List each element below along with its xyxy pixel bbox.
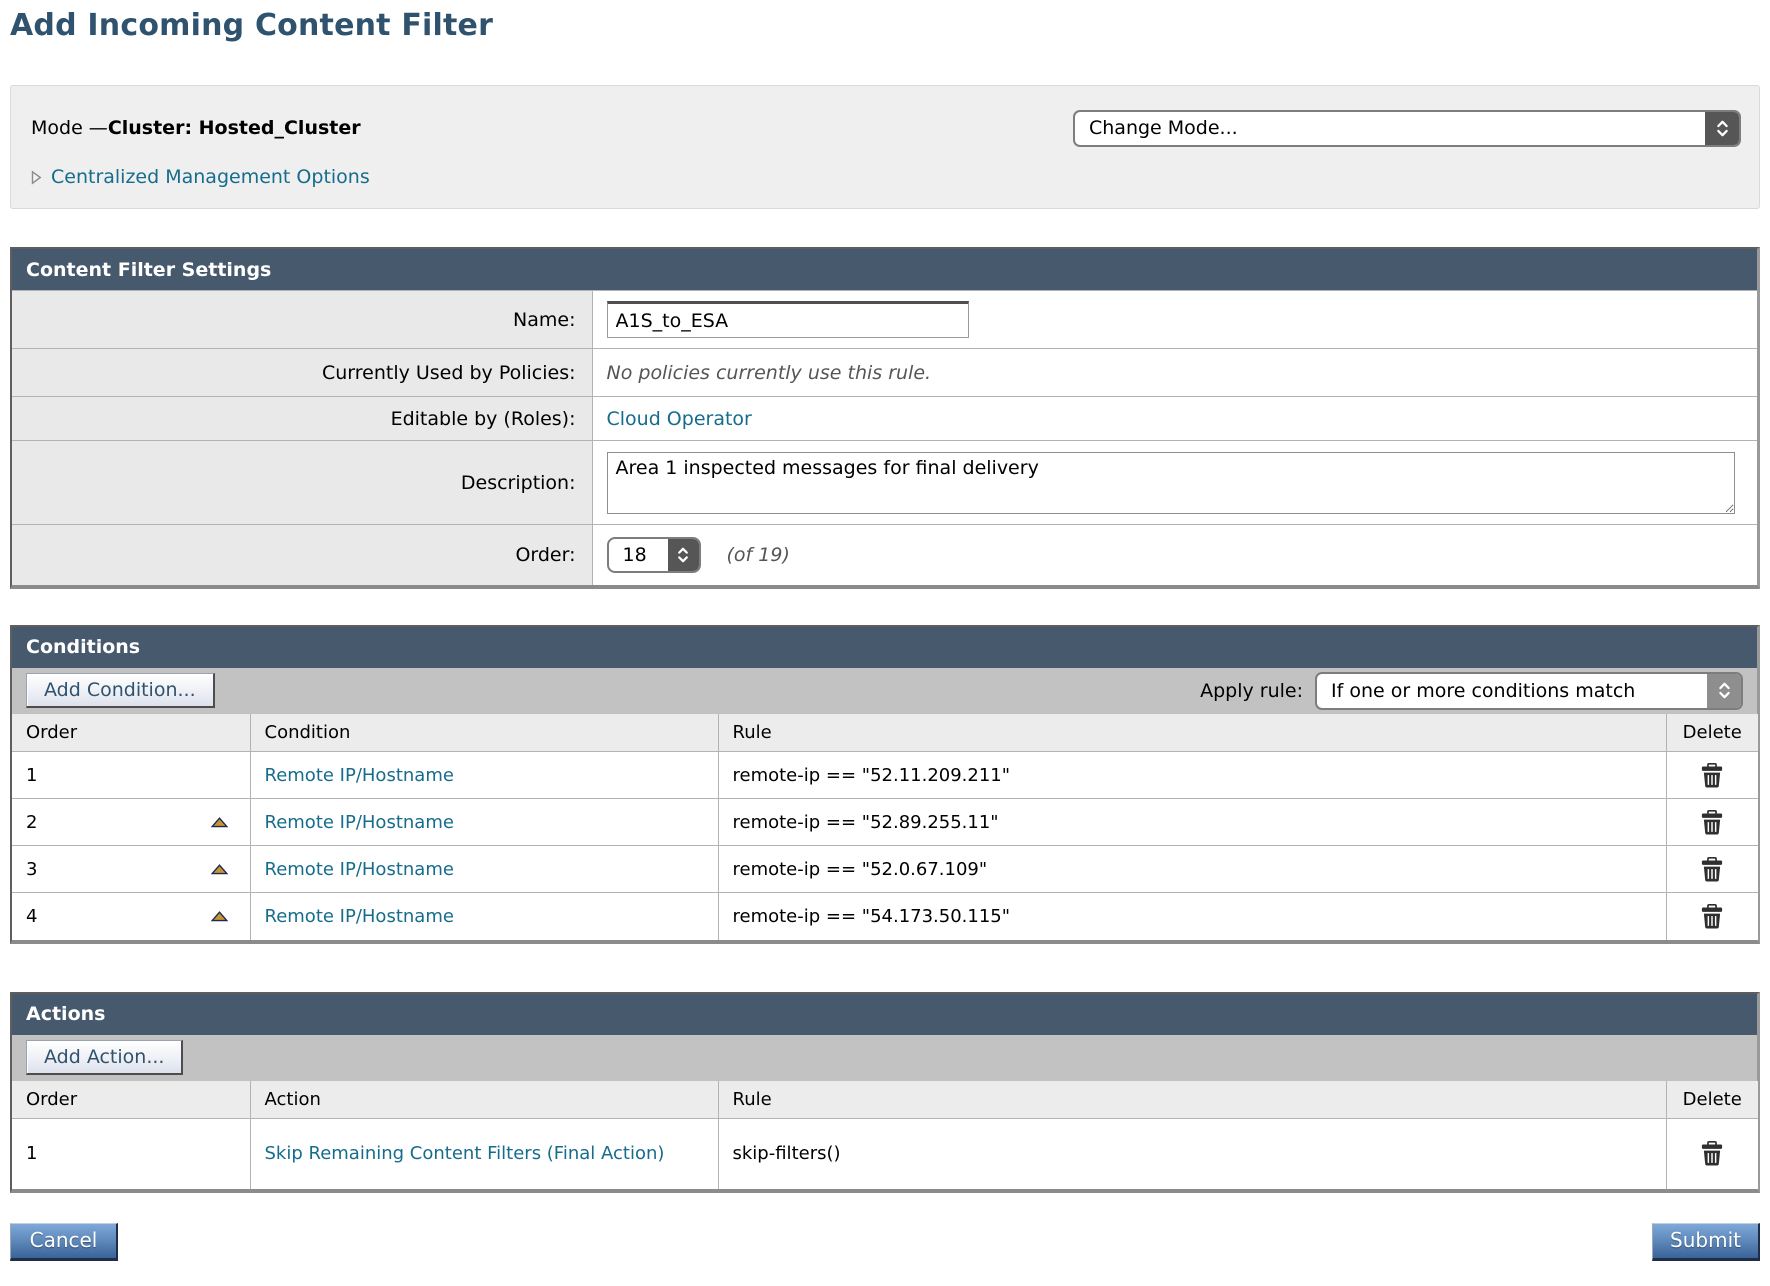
centralized-management-options-link[interactable]: Centralized Management Options: [51, 166, 370, 188]
actions-header: Actions: [12, 993, 1757, 1035]
disclosure-triangle-icon[interactable]: [31, 169, 42, 185]
settings-row-policies: Currently Used by Policies: No policies …: [12, 348, 1757, 397]
condition-order: 4: [26, 905, 38, 927]
page-title: Add Incoming Content Filter: [10, 8, 494, 43]
condition-rule: remote-ip == "52.11.209.211": [717, 751, 1667, 799]
action-row: 1 Skip Remaining Content Filters (Final …: [12, 1118, 1758, 1189]
conditions-header-row: Order Condition Rule Delete: [12, 713, 1758, 752]
delete-trash-icon[interactable]: [1701, 762, 1723, 788]
actions-panel: Actions Add Action... Order Action Rule …: [10, 991, 1760, 1193]
spacer: [10, 589, 1760, 625]
actions-table: Order Action Rule Delete 1 Skip Remainin…: [12, 1080, 1758, 1189]
actions-toolbar: Add Action...: [12, 1034, 1757, 1081]
chevron-updown-icon: [667, 538, 699, 571]
condition-order: 3: [26, 858, 38, 880]
change-mode-selected-value: Change Mode...: [1089, 117, 1238, 139]
policies-value: No policies currently use this rule.: [606, 361, 932, 384]
delete-trash-icon[interactable]: [1701, 809, 1723, 835]
settings-table: Name: Currently Used by Policies: No pol…: [12, 290, 1757, 585]
col-order: Order: [12, 713, 251, 752]
spacer: [10, 944, 1760, 992]
condition-rule: remote-ip == "54.173.50.115": [717, 892, 1667, 940]
add-condition-button[interactable]: Add Condition...: [26, 673, 215, 708]
condition-order: 2: [26, 811, 38, 833]
conditions-table: Order Condition Rule Delete 1 Remote IP/…: [12, 713, 1758, 940]
condition-link[interactable]: Remote IP/Hostname: [264, 858, 454, 880]
col-rule: Rule: [717, 713, 1667, 752]
action-rule: skip-filters(): [717, 1118, 1667, 1189]
content-filter-settings-panel: Content Filter Settings Name: Currently …: [10, 247, 1760, 589]
col-order: Order: [12, 1080, 251, 1119]
chevron-updown-icon: [1707, 673, 1741, 708]
content-filter-settings-header: Content Filter Settings: [12, 249, 1757, 290]
col-rule: Rule: [717, 1080, 1667, 1119]
move-up-icon[interactable]: [210, 863, 228, 875]
order-label: Order:: [12, 524, 593, 585]
condition-order: 1: [26, 764, 38, 786]
cloud-operator-link[interactable]: Cloud Operator: [606, 407, 752, 430]
mode-row: Mode —Cluster: Hosted_Cluster Change Mod…: [31, 108, 1741, 148]
spacer: [10, 209, 1760, 247]
centralized-management-row: Centralized Management Options: [31, 166, 1741, 188]
settings-row-editable: Editable by (Roles): Cloud Operator: [12, 396, 1757, 441]
editable-label: Editable by (Roles):: [12, 396, 593, 441]
settings-row-name: Name:: [12, 290, 1757, 349]
submit-button[interactable]: Submit: [1652, 1222, 1760, 1261]
condition-rule: remote-ip == "52.89.255.11": [717, 798, 1667, 846]
mode-label: Mode —: [31, 117, 108, 139]
settings-row-description: Description: Area 1 inspected messages f…: [12, 440, 1757, 525]
delete-trash-icon[interactable]: [1701, 1141, 1723, 1166]
name-label: Name:: [12, 290, 593, 349]
change-mode-select[interactable]: Change Mode...: [1073, 109, 1741, 147]
cancel-button[interactable]: Cancel: [10, 1222, 118, 1261]
policies-label: Currently Used by Policies:: [12, 348, 593, 397]
mode-text: Mode —Cluster: Hosted_Cluster: [31, 117, 361, 139]
actions-header-row: Order Action Rule Delete: [12, 1080, 1758, 1119]
conditions-panel: Conditions Add Condition... Apply rule: …: [10, 624, 1760, 944]
condition-row: 3 Remote IP/Hostname remote-ip == "52.0.…: [12, 845, 1758, 893]
order-select[interactable]: 18: [606, 536, 701, 573]
condition-link[interactable]: Remote IP/Hostname: [264, 811, 454, 833]
move-up-icon[interactable]: [210, 910, 228, 922]
condition-link[interactable]: Remote IP/Hostname: [264, 764, 454, 786]
chevron-updown-icon: [1705, 111, 1739, 145]
apply-rule-selected-value: If one or more conditions match: [1331, 679, 1636, 702]
condition-row: 2 Remote IP/Hostname remote-ip == "52.89…: [12, 798, 1758, 846]
order-of-total: (of 19): [726, 543, 790, 566]
action-link[interactable]: Skip Remaining Content Filters (Final Ac…: [264, 1143, 665, 1165]
page: Add Incoming Content Filter Mode —Cluste…: [10, 0, 1760, 1261]
delete-trash-icon[interactable]: [1701, 856, 1723, 882]
add-action-button[interactable]: Add Action...: [26, 1040, 184, 1075]
description-label: Description:: [12, 440, 593, 525]
condition-row: 4 Remote IP/Hostname remote-ip == "54.17…: [12, 892, 1758, 940]
apply-rule-label: Apply rule:: [1200, 679, 1303, 702]
col-action: Action: [249, 1080, 719, 1119]
footer: Cancel Submit: [10, 1222, 1760, 1261]
mode-panel: Mode —Cluster: Hosted_Cluster Change Mod…: [10, 85, 1760, 209]
delete-trash-icon[interactable]: [1701, 903, 1723, 929]
description-input[interactable]: Area 1 inspected messages for final deli…: [606, 451, 1735, 514]
apply-rule-group: Apply rule: If one or more conditions ma…: [1200, 671, 1743, 710]
col-delete: Delete: [1665, 713, 1758, 752]
condition-rule: remote-ip == "52.0.67.109": [717, 845, 1667, 893]
mode-value: Cluster: Hosted_Cluster: [107, 117, 361, 139]
move-up-icon[interactable]: [210, 816, 228, 828]
condition-link[interactable]: Remote IP/Hostname: [264, 905, 454, 927]
order-selected-value: 18: [622, 543, 647, 566]
apply-rule-select[interactable]: If one or more conditions match: [1315, 671, 1743, 710]
col-delete: Delete: [1665, 1080, 1758, 1119]
conditions-header: Conditions: [12, 626, 1757, 668]
col-condition: Condition: [249, 713, 719, 752]
conditions-toolbar: Add Condition... Apply rule: If one or m…: [12, 667, 1757, 714]
name-input[interactable]: [606, 301, 969, 338]
condition-row: 1 Remote IP/Hostname remote-ip == "52.11…: [12, 751, 1758, 799]
settings-row-order: Order: 18 (of 19): [12, 524, 1757, 585]
action-order: 1: [26, 1143, 38, 1165]
